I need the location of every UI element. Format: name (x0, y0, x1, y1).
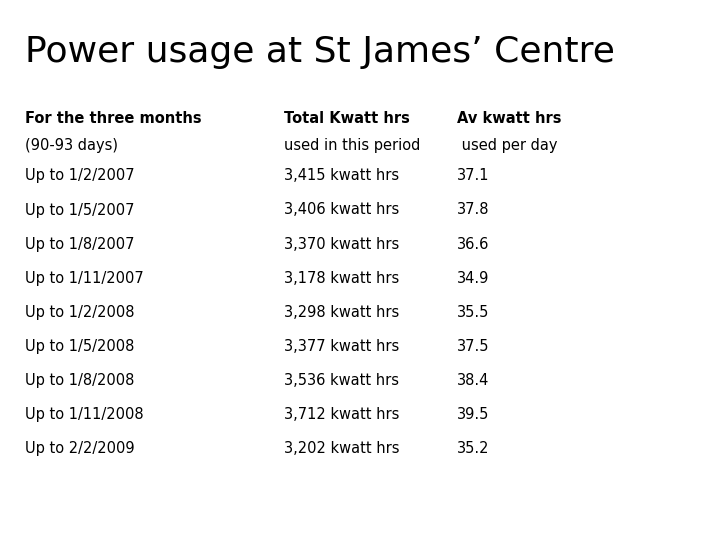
Text: 3,406 kwatt hrs: 3,406 kwatt hrs (284, 202, 400, 218)
Text: 3,202 kwatt hrs: 3,202 kwatt hrs (284, 441, 400, 456)
Text: 3,415 kwatt hrs: 3,415 kwatt hrs (284, 168, 400, 184)
Text: 36.6: 36.6 (457, 237, 490, 252)
Text: For the three months: For the three months (25, 111, 202, 126)
Text: Up to 1/8/2007: Up to 1/8/2007 (25, 237, 135, 252)
Text: Up to 1/2/2008: Up to 1/2/2008 (25, 305, 135, 320)
Text: Up to 1/5/2008: Up to 1/5/2008 (25, 339, 135, 354)
Text: 34.9: 34.9 (457, 271, 490, 286)
Text: (90-93 days): (90-93 days) (25, 138, 118, 153)
Text: 35.2: 35.2 (457, 441, 490, 456)
Text: 39.5: 39.5 (457, 407, 490, 422)
Text: 38.4: 38.4 (457, 373, 490, 388)
Text: 37.1: 37.1 (457, 168, 490, 184)
Text: 3,712 kwatt hrs: 3,712 kwatt hrs (284, 407, 400, 422)
Text: 3,377 kwatt hrs: 3,377 kwatt hrs (284, 339, 400, 354)
Text: 37.5: 37.5 (457, 339, 490, 354)
Text: Av kwatt hrs: Av kwatt hrs (457, 111, 562, 126)
Text: Up to 1/2/2007: Up to 1/2/2007 (25, 168, 135, 184)
Text: used per day: used per day (457, 138, 558, 153)
Text: used in this period: used in this period (284, 138, 420, 153)
Text: Up to 1/8/2008: Up to 1/8/2008 (25, 373, 135, 388)
Text: Up to 1/5/2007: Up to 1/5/2007 (25, 202, 135, 218)
Text: 3,370 kwatt hrs: 3,370 kwatt hrs (284, 237, 400, 252)
Text: Up to 2/2/2009: Up to 2/2/2009 (25, 441, 135, 456)
Text: 35.5: 35.5 (457, 305, 490, 320)
Text: Up to 1/11/2008: Up to 1/11/2008 (25, 407, 144, 422)
Text: 3,178 kwatt hrs: 3,178 kwatt hrs (284, 271, 400, 286)
Text: 3,536 kwatt hrs: 3,536 kwatt hrs (284, 373, 400, 388)
Text: 3,298 kwatt hrs: 3,298 kwatt hrs (284, 305, 400, 320)
Text: Up to 1/11/2007: Up to 1/11/2007 (25, 271, 144, 286)
Text: Total Kwatt hrs: Total Kwatt hrs (284, 111, 410, 126)
Text: 37.8: 37.8 (457, 202, 490, 218)
Text: Power usage at St James’ Centre: Power usage at St James’ Centre (25, 35, 615, 69)
